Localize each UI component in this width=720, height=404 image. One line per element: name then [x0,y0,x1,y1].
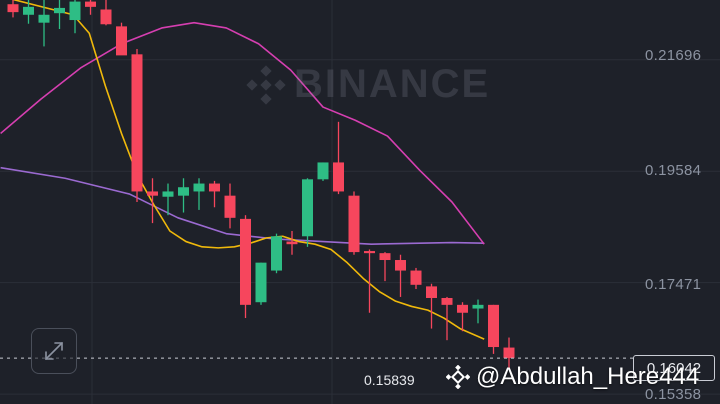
candle-down [441,297,453,305]
candle-up [178,187,189,196]
candle-down [348,195,360,253]
candle-up [162,191,174,197]
candle-down [240,218,251,305]
candle-down [7,4,19,13]
candle-down [147,191,158,196]
candle-up [317,162,329,180]
price-label-1: 0.21696 [645,47,702,64]
binance-watermark: BINANCE [246,62,490,107]
candle-down [100,9,112,25]
candle-down [131,54,143,192]
candle-down [488,304,499,348]
candle-up [255,262,267,303]
user-handle: @Abdullah_Here444 [476,363,700,390]
candle-up [69,1,81,21]
current-price-badge: 0.16042 [633,355,715,381]
candle-down [85,1,96,7]
candle-down [410,270,422,285]
candle-down [209,183,220,192]
candle-down [457,304,468,313]
price-label-2: 0.19584 [645,162,702,179]
price-label-4: 0.15358 [645,386,702,403]
binance-logo-icon [446,365,470,389]
price-label-3: 0.17471 [645,276,702,293]
candle-down [224,195,236,218]
user-watermark: @Abdullah_Here444 [446,363,699,391]
candle-up [271,236,282,271]
candle-up [38,14,50,23]
candle-up [302,179,313,237]
candle-down [333,162,344,192]
ma-short-line [11,0,485,340]
candle-down [503,347,515,359]
candle-up [54,7,65,14]
candle-down [116,26,127,56]
expand-button[interactable] [31,328,77,374]
candles [7,0,515,370]
binance-watermark-text: BINANCE [294,62,491,106]
candle-down [286,241,298,245]
candle-up [23,6,34,15]
binance-logo-icon [246,64,286,105]
expand-arrows-icon [45,342,63,360]
low-price-label: 0.15839 [364,372,415,388]
candle-down [395,260,406,271]
candle-down [364,251,375,254]
candle-down [379,253,391,261]
candle-up [193,183,205,192]
candle-down [426,286,437,298]
candle-up [472,304,484,309]
ma-mid-line [0,21,485,245]
